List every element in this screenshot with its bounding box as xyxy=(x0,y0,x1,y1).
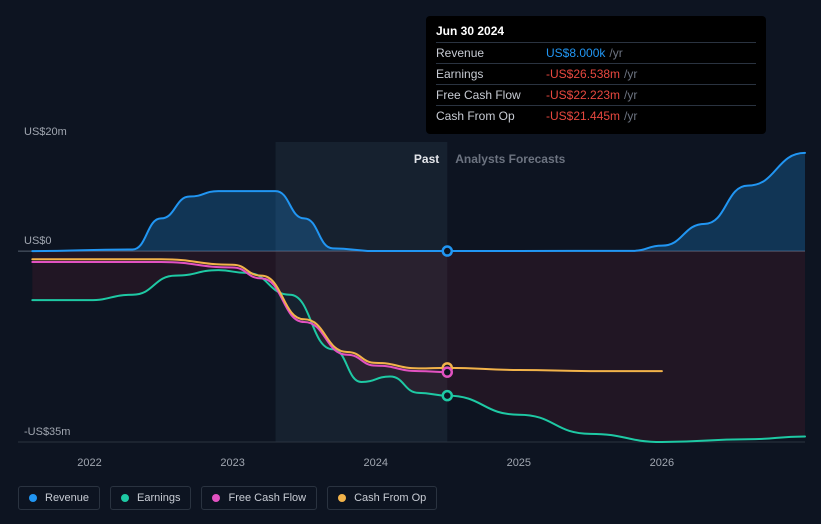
tooltip-row-unit: /yr xyxy=(624,67,637,81)
tooltip-row-unit: /yr xyxy=(624,109,637,123)
x-axis-label: 2026 xyxy=(650,457,674,469)
tooltip-row-label: Cash From Op xyxy=(436,109,546,123)
tooltip-row: Cash From Op-US$21.445m/yr xyxy=(436,105,756,126)
legend-item-cfo[interactable]: Cash From Op xyxy=(327,486,437,510)
tooltip-row-unit: /yr xyxy=(624,88,637,102)
past-section-label: Past xyxy=(414,152,439,166)
y-axis-label: US$0 xyxy=(24,235,52,247)
legend-item-revenue[interactable]: Revenue xyxy=(18,486,100,510)
legend-label: Revenue xyxy=(45,492,89,504)
legend-dot xyxy=(212,494,220,502)
x-axis-label: 2022 xyxy=(77,457,101,469)
tooltip-row: Earnings-US$26.538m/yr xyxy=(436,63,756,84)
tooltip-date: Jun 30 2024 xyxy=(436,24,756,38)
tooltip-row-value: -US$22.223m xyxy=(546,88,620,102)
tooltip-row: RevenueUS$8.000k/yr xyxy=(436,42,756,63)
chart-tooltip: Jun 30 2024 RevenueUS$8.000k/yrEarnings-… xyxy=(426,16,766,134)
y-axis-label: US$20m xyxy=(24,126,67,138)
forecast-section-label: Analysts Forecasts xyxy=(455,152,565,166)
legend-label: Free Cash Flow xyxy=(228,492,306,504)
x-axis-label: 2024 xyxy=(363,457,387,469)
tooltip-row-value: US$8.000k xyxy=(546,46,605,60)
legend-item-fcf[interactable]: Free Cash Flow xyxy=(201,486,317,510)
tooltip-row-label: Free Cash Flow xyxy=(436,88,546,102)
tooltip-row-value: -US$21.445m xyxy=(546,109,620,123)
legend-dot xyxy=(338,494,346,502)
y-axis-label: -US$35m xyxy=(24,426,70,438)
tooltip-row-label: Earnings xyxy=(436,67,546,81)
tooltip-row-label: Revenue xyxy=(436,46,546,60)
legend-dot xyxy=(29,494,37,502)
legend-dot xyxy=(121,494,129,502)
legend-label: Earnings xyxy=(137,492,180,504)
tooltip-row-unit: /yr xyxy=(609,46,622,60)
tooltip-row-value: -US$26.538m xyxy=(546,67,620,81)
legend-label: Cash From Op xyxy=(354,492,426,504)
x-axis-label: 2025 xyxy=(507,457,531,469)
legend-item-earnings[interactable]: Earnings xyxy=(110,486,191,510)
tooltip-row: Free Cash Flow-US$22.223m/yr xyxy=(436,84,756,105)
x-axis-label: 2023 xyxy=(220,457,244,469)
chart-legend: Revenue Earnings Free Cash Flow Cash From O… xyxy=(18,486,437,510)
